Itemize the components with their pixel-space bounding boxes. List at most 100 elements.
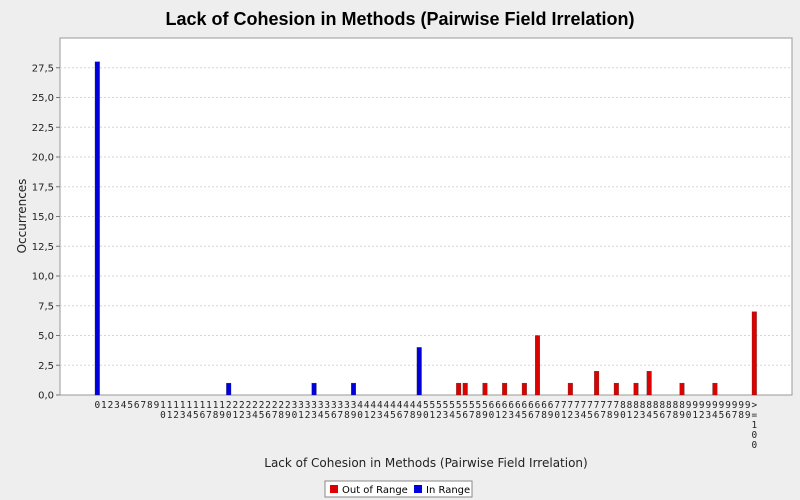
bar-out-of-range bbox=[751, 311, 757, 396]
bar-in-range bbox=[226, 382, 232, 396]
bar-out-of-range bbox=[646, 371, 652, 396]
bar-out-of-range bbox=[613, 382, 619, 396]
bar-in-range bbox=[416, 347, 422, 396]
x-tick-label: > = 1 0 0 bbox=[751, 400, 757, 451]
bar-out-of-range bbox=[679, 382, 685, 396]
legend-label-in-range: In Range bbox=[426, 485, 470, 496]
x-tick-label: 7 bbox=[140, 400, 146, 411]
y-tick-label: 25,0 bbox=[32, 93, 54, 104]
y-tick-label: 5,0 bbox=[38, 331, 54, 342]
y-tick-label: 0,0 bbox=[38, 391, 54, 402]
x-tick-label: 1 bbox=[101, 400, 107, 411]
y-tick-label: 2,5 bbox=[38, 361, 54, 372]
y-tick-label: 12,5 bbox=[32, 242, 54, 253]
y-tick-label: 15,0 bbox=[32, 212, 54, 223]
x-tick-label: 2 bbox=[108, 400, 114, 411]
bar-out-of-range bbox=[482, 382, 488, 396]
y-tick-label: 20,0 bbox=[32, 153, 54, 164]
bar-in-range bbox=[351, 382, 356, 396]
y-tick-label: 7,5 bbox=[38, 301, 54, 312]
y-tick-label: 10,0 bbox=[32, 272, 54, 283]
y-tick-label: 27,5 bbox=[32, 63, 54, 74]
bar-out-of-range bbox=[502, 382, 508, 396]
y-axis: 0,0 2,5 5,0 7,5 10,0 12,5 15,0 17,5 20,0 22,5 25,0… bbox=[32, 63, 60, 402]
bar-out-of-range bbox=[535, 335, 540, 396]
x-tick-label: 5 bbox=[127, 400, 133, 411]
bar-out-of-range bbox=[633, 382, 639, 396]
bar-out-of-range bbox=[567, 382, 573, 396]
legend-label-out-of-range: Out of Range bbox=[342, 485, 408, 496]
x-tick-label: 9 bbox=[154, 400, 160, 411]
y-tick-label: 17,5 bbox=[32, 182, 54, 193]
legend-swatch-out-of-range bbox=[330, 485, 338, 493]
bar-in-range bbox=[311, 382, 317, 396]
bar-out-of-range bbox=[594, 371, 600, 396]
bar-out-of-range bbox=[521, 382, 527, 396]
bar-out-of-range bbox=[462, 382, 468, 396]
bar-out-of-range bbox=[456, 382, 462, 396]
